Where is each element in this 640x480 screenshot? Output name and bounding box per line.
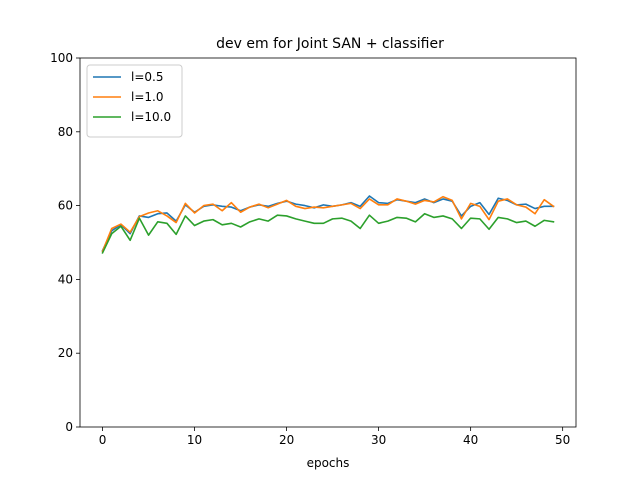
y-tick-label: 20	[58, 346, 73, 360]
legend-label-2: l=1.0	[131, 90, 163, 104]
x-tick-label: 50	[555, 433, 570, 447]
legend: l=0.5 l=1.0 l=10.0	[86, 64, 183, 138]
x-tick-label: 10	[187, 433, 202, 447]
y-tick-label: 40	[58, 272, 73, 286]
series-line-2	[101, 195, 555, 253]
legend-box	[86, 64, 183, 138]
series-line-3	[101, 212, 555, 254]
y-tick-label: 80	[58, 125, 73, 139]
y-tick-label: 0	[65, 420, 73, 434]
legend-label-3: l=10.0	[131, 110, 171, 124]
x-tick-label: 0	[99, 433, 107, 447]
axes: 0 10 20 30 40 50 0 20 40 60 80 100	[50, 51, 577, 447]
chart-title: dev em for Joint SAN + classifier	[216, 36, 444, 52]
axes-frame	[79, 57, 577, 428]
x-axis-label: epochs	[307, 456, 350, 470]
y-tick-label: 100	[50, 51, 73, 65]
x-tick-label: 30	[371, 433, 386, 447]
legend-label-1: l=0.5	[131, 70, 163, 84]
y-tick-label: 60	[58, 199, 73, 213]
plot-area	[101, 195, 555, 254]
x-tick-label: 20	[279, 433, 294, 447]
x-tick-label: 40	[463, 433, 478, 447]
